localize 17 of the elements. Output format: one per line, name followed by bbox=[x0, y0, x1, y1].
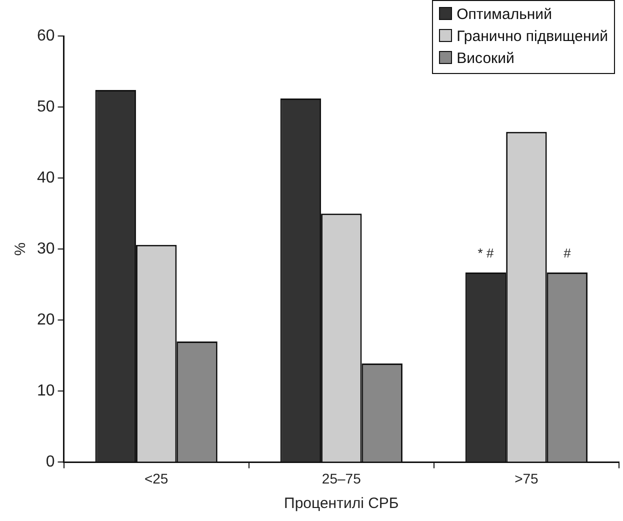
legend-label: Оптимальний bbox=[456, 6, 552, 23]
y-tick-label: 0 bbox=[46, 454, 55, 471]
y-axis-title: % bbox=[12, 242, 30, 256]
x-axis-title: Процентилі СРБ bbox=[284, 495, 399, 512]
y-tick-label: 30 bbox=[37, 240, 55, 258]
x-tick-label: >75 bbox=[514, 470, 539, 486]
y-tick-label: 60 bbox=[37, 27, 55, 44]
annotation: # bbox=[564, 246, 572, 261]
legend-label: Гранично підвищений bbox=[456, 28, 608, 45]
legend-label: Високий bbox=[456, 50, 514, 67]
y-tick-label: 20 bbox=[37, 312, 55, 329]
annotation: * # bbox=[478, 246, 494, 261]
x-tick-label: 25–75 bbox=[322, 470, 362, 486]
y-tick-label: 50 bbox=[37, 98, 55, 116]
y-tick-label: 40 bbox=[37, 169, 55, 186]
y-tick-label: 10 bbox=[37, 382, 55, 400]
x-tick-label: <25 bbox=[144, 470, 168, 486]
